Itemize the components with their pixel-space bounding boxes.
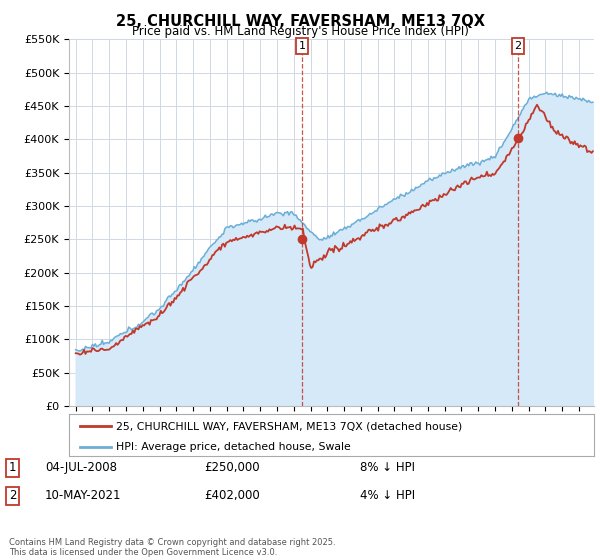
Text: 25, CHURCHILL WAY, FAVERSHAM, ME13 7QX (detached house): 25, CHURCHILL WAY, FAVERSHAM, ME13 7QX (… [116,421,463,431]
Text: Contains HM Land Registry data © Crown copyright and database right 2025.
This d: Contains HM Land Registry data © Crown c… [9,538,335,557]
Text: 2: 2 [9,489,17,502]
Text: 1: 1 [299,41,305,51]
Text: 4% ↓ HPI: 4% ↓ HPI [360,489,415,502]
Text: £250,000: £250,000 [204,461,260,474]
Text: 1: 1 [9,461,17,474]
Text: Price paid vs. HM Land Registry's House Price Index (HPI): Price paid vs. HM Land Registry's House … [131,25,469,38]
Text: HPI: Average price, detached house, Swale: HPI: Average price, detached house, Swal… [116,442,351,452]
Text: 8% ↓ HPI: 8% ↓ HPI [360,461,415,474]
Text: 04-JUL-2008: 04-JUL-2008 [45,461,117,474]
Text: £402,000: £402,000 [204,489,260,502]
Text: 2: 2 [514,41,521,51]
Text: 25, CHURCHILL WAY, FAVERSHAM, ME13 7QX: 25, CHURCHILL WAY, FAVERSHAM, ME13 7QX [115,14,485,29]
Text: 10-MAY-2021: 10-MAY-2021 [45,489,121,502]
